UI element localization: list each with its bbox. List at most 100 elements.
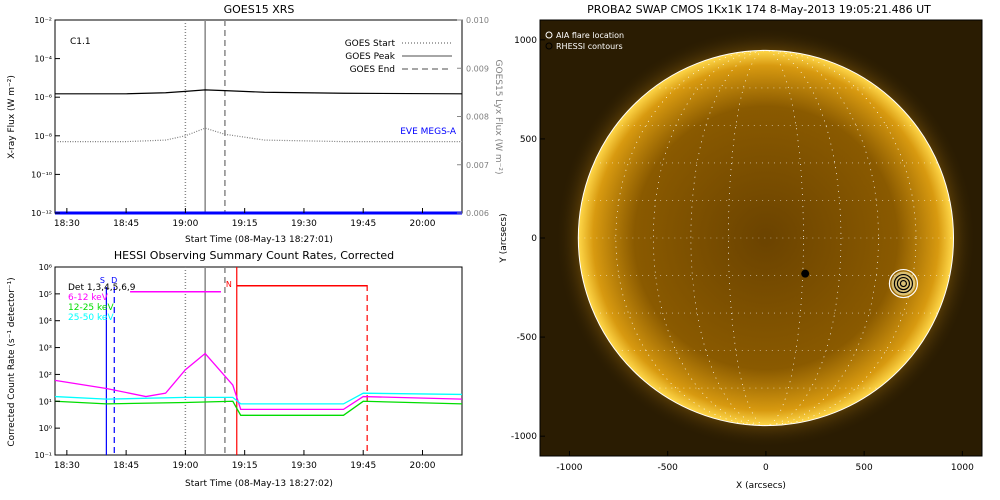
goes-panel: GOES15 XRS C1.1 EVE MEGS-A GOES StartGOE…	[7, 3, 503, 245]
goes-legend-label: GOES End	[350, 65, 395, 75]
hessi-series-line-3	[54, 392, 463, 405]
swap-legend-symbol	[545, 42, 553, 50]
hessi-title: HESSI Observing Summary Count Rates, Cor…	[114, 249, 394, 262]
hessi-y-tick-label: 10⁴	[39, 317, 52, 326]
hessi-plot-frame	[54, 266, 463, 456]
hessi-legend-label: 6-12 keV	[68, 293, 109, 303]
goes-plot-area	[55, 20, 463, 215]
goes-legend-label: GOES Peak	[345, 52, 395, 62]
hessi-x-tick-label: 20:00	[410, 461, 436, 471]
swap-rhessi-contour	[893, 273, 914, 294]
goes-y-axis: 10⁻² 10⁻⁴ 10⁻⁶ 10⁻⁸ 10⁻¹⁰ 10⁻¹²	[31, 16, 60, 218]
goes-y2-tick-label: 0.010	[466, 16, 489, 25]
swap-x-tick-label: 1000	[951, 463, 974, 473]
goes-x-tick-label: 19:30	[291, 219, 317, 229]
swap-rhessi-contour	[896, 276, 911, 291]
goes-y-tick-label: 10⁻⁶	[34, 93, 52, 102]
hessi-legend-label: 25-50 keV	[68, 313, 114, 323]
hessi-y-axis: 10⁶ 10⁵ 10⁴ 10³ 10² 10¹ 10⁰ 10⁻¹	[34, 263, 60, 460]
swap-x-tick-label: 0	[763, 463, 769, 473]
goes-annotation: EVE MEGS-A	[400, 127, 457, 137]
swap-x-axis: -1000 -500 0 500 1000	[556, 451, 974, 473]
hessi-x-tick-label: 19:00	[172, 461, 198, 471]
swap-solar-disk	[578, 50, 954, 426]
hessi-y-tick-label: 10⁰	[39, 424, 52, 433]
hessi-y-tick-label: 10³	[39, 344, 52, 353]
swap-y-axis: 1000 500 0 -500 -1000	[511, 36, 545, 442]
swap-lon-line	[615, 50, 917, 426]
hessi-flag-label: N	[226, 280, 232, 289]
swap-y-tick-label: -1000	[511, 432, 537, 442]
hessi-x-tick-label: 18:30	[54, 461, 80, 471]
goes-x-tick-label: 20:00	[410, 219, 436, 229]
hessi-xlabel: Start Time (08-May-13 18:27:02)	[185, 479, 333, 489]
goes-y-tick-label: 10⁻¹⁰	[31, 170, 52, 179]
swap-x-tick-label: -500	[657, 463, 678, 473]
hessi-series-line-2	[54, 400, 463, 416]
goes-plot-frame	[54, 19, 463, 214]
hessi-flag-label: S	[100, 276, 105, 285]
goes-legend: GOES Start GOES Peak GOES End	[345, 39, 452, 75]
swap-rhessi-contour	[899, 279, 908, 288]
goes-x-tick-label: 19:15	[232, 219, 258, 229]
goes-title: GOES15 XRS	[224, 3, 295, 16]
swap-lon-line	[728, 50, 804, 426]
goes-y-tick-label: 10⁻¹²	[31, 209, 52, 218]
hessi-y-tick-label: 10¹	[39, 397, 52, 406]
goes-series-line-0	[55, 89, 463, 95]
hessi-flag-label: D	[111, 276, 117, 285]
swap-lon-line	[653, 50, 879, 426]
hessi-y-tick-label: 10²	[39, 370, 52, 379]
swap-y-tick-label: 0	[531, 234, 537, 244]
hessi-x-tick-label: 19:15	[232, 461, 258, 471]
goes-xlabel: Start Time (08-May-13 18:27:01)	[185, 235, 333, 245]
hessi-legend-label: 12-25 keV	[68, 303, 114, 313]
goes-x-tick-label: 19:00	[172, 219, 198, 229]
swap-xlabel: X (arcsecs)	[736, 481, 786, 491]
goes-y2-axis: 0.010 0.009 0.008 0.007 0.006	[457, 16, 489, 218]
hessi-x-tick-label: 19:30	[291, 461, 317, 471]
swap-legend: AIA flare location RHESSI contours	[545, 31, 624, 51]
goes-legend-label: GOES Start	[345, 39, 396, 49]
goes-x-tick-label: 18:45	[113, 219, 139, 229]
hessi-series-line-1	[54, 352, 463, 411]
swap-y-tick-label: 500	[520, 135, 537, 145]
hessi-y-tick-label: 10⁵	[39, 290, 52, 299]
swap-legend-symbol	[545, 31, 553, 39]
swap-legend-label: AIA flare location	[556, 31, 624, 40]
swap-image	[555, 27, 977, 449]
hessi-x-tick-label: 18:45	[113, 461, 139, 471]
goes-y2-tick-label: 0.008	[466, 113, 489, 122]
swap-y-tick-label: -500	[517, 333, 538, 343]
swap-dark-spot	[801, 269, 810, 278]
goes-flare-class: C1.1	[70, 37, 91, 47]
goes-x-tick-label: 19:45	[350, 219, 376, 229]
goes-y2-tick-label: 0.007	[466, 161, 489, 170]
swap-aia-flare-circle	[888, 268, 919, 299]
swap-ylabel: Y (arcsecs)	[499, 213, 509, 263]
hessi-y-tick-label: 10⁶	[39, 263, 52, 272]
swap-panel: PROBA2 SWAP CMOS 1Kx1K 174 8-May-2013 19…	[499, 3, 983, 491]
goes-y-tick-label: 10⁻⁸	[34, 132, 52, 141]
goes-y-tick-label: 10⁻⁴	[34, 55, 52, 64]
goes-x-tick-label: 18:30	[54, 219, 80, 229]
hessi-panel: HESSI Observing Summary Count Rates, Cor…	[7, 249, 463, 489]
goes-y-tick-label: 10⁻²	[34, 16, 52, 25]
goes-x-axis: 18:30 18:45 19:00 19:15 19:30 19:45 20:00	[54, 208, 436, 229]
goes-y2-tick-label: 0.009	[466, 64, 489, 73]
hessi-ylabel: Corrected Count Rate (s⁻¹ detector⁻¹)	[7, 277, 17, 446]
swap-x-tick-label: 500	[856, 463, 873, 473]
hessi-x-tick-label: 19:45	[350, 461, 376, 471]
goes-ylabel: X-ray Flux (W m⁻²)	[7, 75, 17, 159]
hessi-y-tick-label: 10⁻¹	[34, 451, 52, 460]
swap-title: PROBA2 SWAP CMOS 1Kx1K 174 8-May-2013 19…	[587, 3, 931, 16]
swap-y-tick-label: 1000	[514, 36, 537, 46]
goes-y2-tick-label: 0.006	[466, 209, 489, 218]
swap-legend-label: RHESSI contours	[556, 42, 623, 51]
hessi-legend-label: Det 1,3,4,5,6,9	[68, 283, 136, 293]
goes-ylabel-right: GOES15 Lyx Flux (W m⁻²)	[493, 60, 503, 175]
swap-x-tick-label: -1000	[556, 463, 582, 473]
